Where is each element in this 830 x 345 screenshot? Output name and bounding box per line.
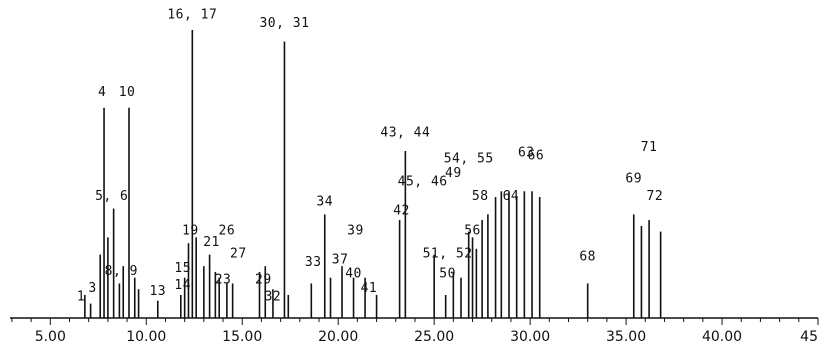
x-axis-ticks (11, 318, 819, 325)
peak-label: 5, 6 (95, 189, 128, 204)
x-tick-label: 5.00 (35, 329, 66, 345)
peak-label: 54, 55 (444, 151, 494, 166)
peak-label: 64 (503, 189, 520, 204)
peak-label: 32 (265, 290, 282, 305)
peak-label: 72 (647, 189, 664, 204)
peak-label: 21 (203, 235, 220, 250)
peak-label: 8, 9 (105, 264, 138, 279)
peak-label: 71 (641, 140, 658, 155)
peak-label: 50 (439, 267, 456, 282)
peak-label: 3 (88, 281, 96, 296)
peak-label: 29 (255, 272, 272, 287)
x-tick-label: 40.00 (702, 329, 742, 345)
peak-label: 56 (464, 223, 481, 238)
peak-label: 63 (518, 146, 535, 161)
x-tick-label: 30.00 (510, 329, 550, 345)
peak-label: 1 (77, 290, 85, 305)
peak-label: 30, 31 (259, 16, 309, 31)
peak-label: 33 (305, 255, 322, 270)
peak-label: 19 (182, 223, 199, 238)
peak-label: 66 (528, 149, 545, 164)
x-tick-label: 25.00 (414, 329, 454, 345)
peak-label: 15 (174, 261, 191, 276)
peak-label: 37 (332, 252, 349, 267)
peak-label: 43, 44 (380, 126, 430, 141)
peak-label: 4 (98, 85, 106, 100)
x-tick-label: 45 (800, 329, 818, 345)
x-tick-label: 35.00 (606, 329, 646, 345)
peak-label: 41 (361, 281, 378, 296)
peaks-layer (84, 30, 662, 318)
x-axis-tick-labels: 5.00 10.00 15.00 20.00 25.00 30.00 35.00 40.00 4… (35, 329, 818, 345)
peak-label: 51, 52 (423, 247, 473, 262)
x-tick-label: 10.00 (126, 329, 166, 345)
peak-label: 26 (219, 223, 236, 238)
x-tick-label: 15.00 (222, 329, 262, 345)
peak-label: 39 (347, 223, 364, 238)
x-tick-label: 20.00 (318, 329, 358, 345)
peak-label: 10 (119, 85, 136, 100)
peak-label: 42 (393, 203, 410, 218)
peak-label: 69 (625, 172, 642, 187)
peak-label: 45, 46 (398, 175, 448, 190)
peak-label: 40 (345, 267, 362, 282)
peak-label: 68 (579, 249, 596, 264)
peak-label: 49 (445, 166, 462, 181)
peak-label: 34 (316, 195, 333, 210)
peak-label: 27 (230, 247, 247, 262)
peak-label: 13 (149, 284, 166, 299)
peak-label: 14 (174, 278, 191, 293)
peak-label: 16, 17 (167, 7, 217, 22)
peak-label: 58 (472, 189, 489, 204)
peak-label: 23 (215, 272, 232, 287)
